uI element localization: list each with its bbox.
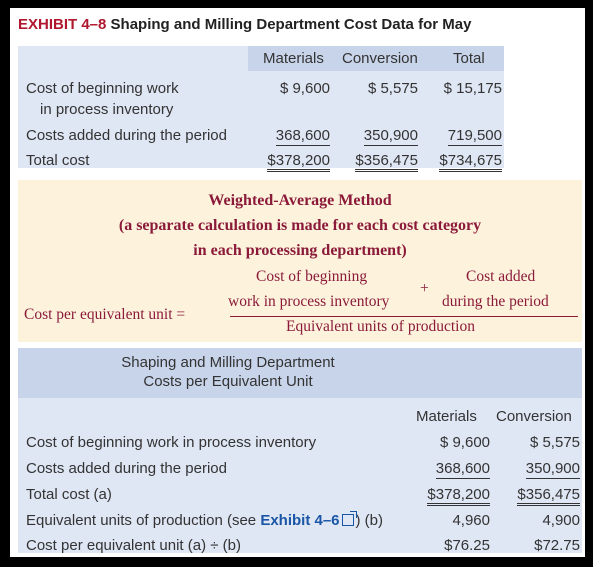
- exhibit-frame: EXHIBIT 4–8 Shaping and Milling Departme…: [10, 8, 585, 557]
- col-header-materials: Materials: [263, 50, 324, 67]
- cell-conversion: 350,900: [525, 460, 580, 479]
- row-label-prefix: Equivalent units of production (see: [26, 512, 261, 529]
- numerator-term-1: Cost of beginning: [256, 268, 368, 285]
- denominator: Equivalent units of production: [286, 318, 475, 335]
- cell-conversion: $ 5,575: [367, 80, 418, 97]
- row-label: Costs added during the period: [26, 127, 227, 144]
- row-label: Total cost: [26, 152, 90, 169]
- cell-materials: $378,200: [267, 152, 330, 172]
- cell-conversion: $356,475: [517, 486, 580, 506]
- exhibit-title: EXHIBIT 4–8 Shaping and Milling Departme…: [18, 16, 471, 33]
- method-subtitle: (a separate calculation is made for each…: [118, 217, 482, 234]
- weighted-average-method: Weighted-Average Method (a separate calc…: [18, 180, 582, 342]
- plus-sign: +: [420, 280, 429, 297]
- external-link-icon[interactable]: [341, 511, 357, 526]
- cell-conversion: 350,900: [363, 127, 418, 146]
- row-label: Cost of beginning work in process invent…: [26, 434, 317, 451]
- row-label-cont: in process inventory: [40, 101, 174, 118]
- col-header-conversion: Conversion: [342, 50, 418, 67]
- cell-materials: 368,600: [275, 127, 330, 146]
- row-label: Equivalent units of production (see Exhi…: [26, 511, 384, 529]
- cell-materials: 4,960: [452, 512, 490, 529]
- fraction-bar: [230, 316, 578, 317]
- row-label: Cost per equivalent unit (a) ÷ (b): [26, 537, 241, 554]
- cell-conversion: $72.75: [534, 537, 580, 554]
- method-title: Weighted-Average Method: [208, 192, 392, 209]
- cell-conversion: 4,900: [542, 512, 580, 529]
- exhibit-heading: Shaping and Milling Department Cost Data…: [110, 16, 472, 33]
- per-unit-subtitle: Costs per Equivalent Unit: [143, 373, 313, 390]
- row-label: Costs added during the period: [26, 460, 227, 477]
- cell-conversion: $ 5,575: [529, 434, 580, 451]
- col-header-materials: Materials: [416, 408, 477, 425]
- cell-materials: $378,200: [427, 486, 490, 506]
- per-unit-header-band: [18, 348, 582, 398]
- costs-per-equivalent-unit: Shaping and Milling Department Costs per…: [18, 348, 582, 554]
- row-label: Cost of beginning work: [26, 80, 179, 97]
- method-subtitle-cont: in each processing department): [193, 242, 407, 259]
- exhibit-number: EXHIBIT 4–8: [18, 16, 107, 33]
- formula-lhs: Cost per equivalent unit =: [24, 306, 186, 323]
- col-header-conversion: Conversion: [496, 408, 572, 425]
- cost-data-header-band: [248, 46, 504, 71]
- col-header-total: Total: [453, 50, 485, 67]
- numerator-term-1-cont: work in process inventory: [228, 293, 390, 310]
- cell-total: $734,675: [439, 152, 502, 172]
- exhibit-4-6-link[interactable]: Exhibit 4–6: [260, 512, 340, 529]
- row-label: Total cost (a): [26, 486, 112, 503]
- cell-materials: 368,600: [435, 460, 490, 479]
- cell-conversion: $356,475: [355, 152, 418, 172]
- cell-materials: $ 9,600: [439, 434, 490, 451]
- cell-total: 719,500: [447, 127, 502, 146]
- numerator-term-2: Cost added: [466, 268, 536, 285]
- numerator-term-2-cont: during the period: [442, 293, 549, 310]
- cell-materials: $76.25: [444, 537, 490, 554]
- cost-data-table: Materials Conversion Total Cost of begin…: [18, 46, 504, 172]
- per-unit-title: Shaping and Milling Department: [121, 354, 335, 371]
- cell-materials: $ 9,600: [279, 80, 330, 97]
- row-label-suffix: ) (b): [355, 512, 384, 529]
- cell-total: $ 15,175: [443, 80, 502, 97]
